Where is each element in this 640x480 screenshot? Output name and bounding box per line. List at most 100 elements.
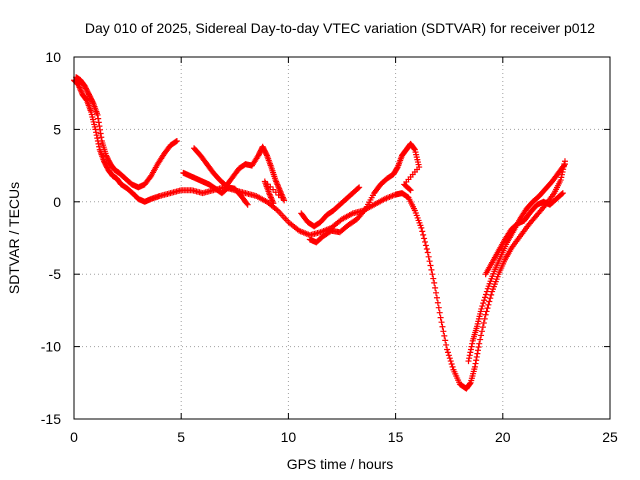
data-point bbox=[263, 151, 270, 158]
x-tick-label: 25 bbox=[602, 429, 618, 445]
data-point bbox=[482, 294, 489, 301]
axis-ticks: 0 5 10 15 20 25 -15 -10 -5 0 5 10 bbox=[41, 49, 618, 445]
data-point bbox=[435, 304, 442, 311]
data-point bbox=[97, 126, 104, 133]
x-tick-label: 0 bbox=[70, 429, 78, 445]
data-point bbox=[441, 332, 448, 339]
data-point bbox=[483, 308, 490, 315]
data-point bbox=[474, 347, 481, 354]
data-point bbox=[96, 123, 103, 130]
series-recovery-branch bbox=[465, 161, 568, 365]
data-point bbox=[482, 291, 489, 298]
data-point bbox=[95, 140, 102, 147]
data-point bbox=[477, 336, 484, 343]
data-point bbox=[467, 346, 474, 353]
data-point bbox=[436, 309, 443, 316]
data-point bbox=[275, 191, 282, 198]
data-point bbox=[478, 332, 485, 339]
data-point bbox=[443, 341, 450, 348]
data-point bbox=[427, 262, 434, 269]
data-point bbox=[442, 337, 449, 344]
chart-title: Day 010 of 2025, Sidereal Day-to-day VTE… bbox=[85, 20, 595, 36]
data-point bbox=[474, 350, 481, 357]
data-point bbox=[561, 162, 568, 169]
data-point bbox=[482, 311, 489, 318]
data-point bbox=[471, 363, 478, 370]
data-point bbox=[411, 145, 418, 152]
data-point bbox=[173, 137, 180, 144]
data-point bbox=[447, 358, 454, 365]
data-point bbox=[95, 119, 102, 126]
series-main-track bbox=[71, 77, 568, 392]
data-point bbox=[281, 197, 288, 204]
data-point bbox=[394, 165, 401, 172]
data-point bbox=[244, 201, 251, 208]
y-tick-label: -10 bbox=[41, 339, 61, 355]
y-axis-label: SDTVAR / TECUs bbox=[6, 182, 22, 294]
data-point bbox=[557, 177, 564, 184]
data-point bbox=[473, 353, 480, 360]
data-point bbox=[433, 289, 440, 296]
data-point bbox=[444, 349, 451, 356]
data-point bbox=[432, 284, 439, 291]
data-point bbox=[438, 319, 445, 326]
data-points bbox=[71, 74, 568, 392]
data-point bbox=[484, 305, 491, 312]
plot-frame bbox=[73, 56, 611, 420]
data-point bbox=[93, 129, 100, 136]
x-tick-label: 5 bbox=[177, 429, 185, 445]
data-point bbox=[558, 190, 565, 197]
data-point bbox=[481, 297, 488, 304]
data-point bbox=[478, 305, 485, 312]
series-upper-branch bbox=[73, 74, 180, 191]
data-point bbox=[467, 349, 474, 356]
data-point bbox=[434, 299, 441, 306]
data-point bbox=[89, 99, 96, 106]
y-tick-label: 10 bbox=[45, 49, 61, 65]
data-point bbox=[406, 186, 413, 193]
data-point bbox=[485, 301, 492, 308]
data-point bbox=[475, 344, 482, 351]
data-point bbox=[558, 174, 565, 181]
data-point bbox=[426, 258, 433, 265]
data-point bbox=[561, 161, 568, 168]
data-point bbox=[448, 360, 455, 367]
data-point bbox=[94, 111, 101, 118]
data-point bbox=[270, 186, 277, 193]
data-point bbox=[469, 340, 476, 347]
data-point bbox=[356, 184, 363, 191]
data-point bbox=[422, 238, 429, 245]
data-point bbox=[488, 291, 495, 298]
data-point bbox=[278, 194, 285, 201]
data-point bbox=[480, 300, 487, 307]
x-axis-label: GPS time / hours bbox=[287, 456, 394, 472]
data-point bbox=[172, 138, 179, 145]
data-point bbox=[431, 279, 438, 286]
data-point bbox=[558, 171, 565, 178]
y-tick-label: 5 bbox=[53, 121, 61, 137]
data-point bbox=[424, 249, 431, 256]
data-point bbox=[465, 358, 472, 365]
data-point bbox=[93, 132, 100, 139]
data-point bbox=[440, 328, 447, 335]
data-point bbox=[407, 187, 414, 194]
data-point bbox=[468, 343, 475, 350]
y-tick-label: -15 bbox=[41, 411, 61, 427]
data-point bbox=[425, 253, 432, 260]
data-point bbox=[467, 380, 474, 387]
data-point bbox=[444, 346, 451, 353]
y-tick-label: 0 bbox=[53, 194, 61, 210]
data-point bbox=[472, 360, 479, 367]
data-point bbox=[478, 328, 485, 335]
data-point bbox=[483, 288, 490, 295]
data-point bbox=[423, 245, 430, 252]
data-point bbox=[97, 130, 104, 137]
data-point bbox=[487, 295, 494, 302]
data-point bbox=[270, 200, 277, 207]
data-point bbox=[243, 200, 250, 207]
data-point bbox=[428, 266, 435, 273]
data-point bbox=[95, 115, 102, 122]
data-point bbox=[437, 314, 444, 321]
data-point bbox=[419, 228, 426, 235]
